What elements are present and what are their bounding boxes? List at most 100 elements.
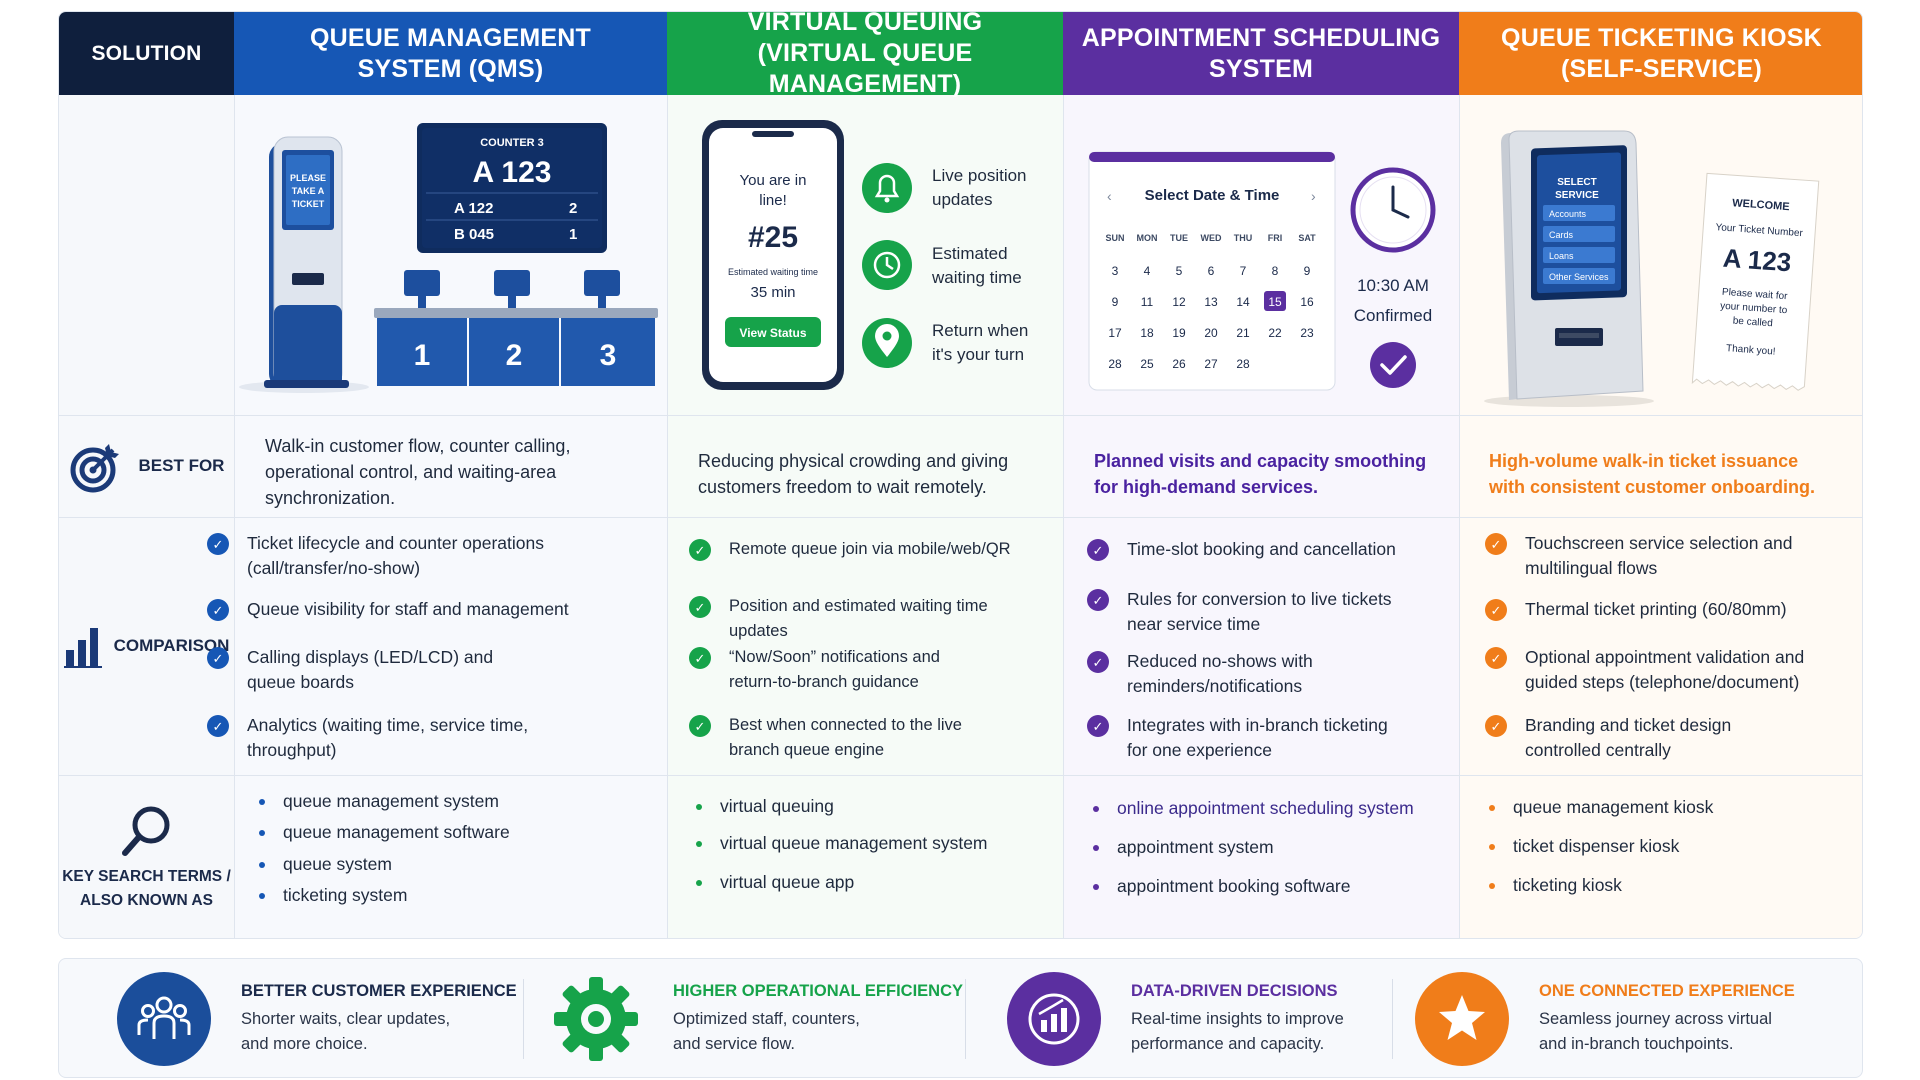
bullet-dot: [1489, 804, 1495, 811]
calendar-day[interactable]: 16: [1300, 295, 1314, 309]
comparison-text: Best when connected to the live branch qu…: [729, 716, 962, 759]
comparison-item: ✓ Touchscreen service selection and multil…: [1485, 531, 1805, 581]
row-label-search-terms: KEY SEARCH TERMS / ALSO KNOWN AS: [59, 775, 234, 938]
check-circle-icon: ✓: [689, 596, 711, 618]
bullet-dot: [259, 861, 265, 868]
calendar-day[interactable]: 13: [1204, 295, 1218, 309]
best-for-kiosk: High-volume walk-in ticket issuance with …: [1489, 451, 1816, 497]
svg-text:Please wait for: Please wait for: [1722, 287, 1789, 303]
best-for-qms: Walk-in customer flow, counter calling, o…: [265, 436, 571, 508]
header-qms: QUEUE MANAGEMENT SYSTEM (QMS): [234, 12, 667, 95]
bullet-dot: [1489, 843, 1495, 850]
calendar-day[interactable]: 27: [1204, 357, 1218, 371]
svg-text:›: ›: [1311, 188, 1316, 204]
calendar-day[interactable]: 4: [1144, 264, 1151, 278]
calendar-widget: ‹ › Select Date & Time SUN MON TUE WED THU FR…: [1088, 151, 1336, 391]
comparison-item: ✓ Thermal ticket printing (60/80mm): [1485, 597, 1805, 622]
check-circle-icon: ✓: [207, 599, 229, 621]
calendar-day[interactable]: 19: [1172, 326, 1186, 340]
check-circle-icon: ✓: [689, 539, 711, 561]
calendar-day[interactable]: 22: [1268, 326, 1282, 340]
svg-text:‹: ‹: [1107, 188, 1112, 204]
svg-text:Return when: Return when: [932, 321, 1028, 340]
calendar-day[interactable]: 9: [1112, 295, 1119, 309]
calendar-day[interactable]: 8: [1272, 264, 1279, 278]
calendar-day[interactable]: 12: [1172, 295, 1186, 309]
weekday-label: FRI: [1268, 233, 1283, 243]
bullet-dot: [1489, 882, 1495, 889]
check-circle-icon: ✓: [1485, 715, 1507, 737]
check-circle-icon: ✓: [1485, 647, 1507, 669]
benefit-connected-experience: ONE CONNECTED EXPERIENCE Seamless journe…: [1415, 959, 1795, 1079]
calendar-day[interactable]: 25: [1140, 357, 1154, 371]
calendar-day[interactable]: 17: [1108, 326, 1122, 340]
svg-text:You are in: You are in: [739, 172, 806, 189]
comparison-item: ✓ Optional appointment validation and guid…: [1485, 645, 1805, 695]
svg-text:35 min: 35 min: [750, 284, 795, 301]
svg-text:1: 1: [569, 226, 577, 243]
calendar-day[interactable]: 28: [1108, 357, 1122, 371]
comparison-item: ✓ “Now/Soon” notifications and return-to-b…: [689, 645, 1019, 695]
comparison-item: ✓ Position and estimated waiting time upd…: [689, 594, 1019, 644]
calendar-day[interactable]: 26: [1172, 357, 1186, 371]
svg-text:be called: be called: [1732, 316, 1773, 330]
svg-text:Other Services: Other Services: [1549, 272, 1609, 282]
calendar-day[interactable]: 15: [1268, 295, 1282, 309]
calendar-day[interactable]: 6: [1208, 264, 1215, 278]
svg-text:your number to: your number to: [1720, 301, 1788, 317]
weekday-label: SAT: [1298, 233, 1316, 243]
calendar-day[interactable]: 3: [1112, 264, 1119, 278]
calendar-day[interactable]: 5: [1176, 264, 1183, 278]
calendar-day[interactable]: 9: [1304, 264, 1311, 278]
svg-text:A 122: A 122: [454, 200, 493, 217]
weekday-label: THU: [1234, 233, 1253, 243]
calendar-day[interactable]: 21: [1236, 326, 1250, 340]
calendar-day[interactable]: 11: [1141, 295, 1154, 309]
header-appointment: APPOINTMENT SCHEDULING SYSTEM: [1063, 12, 1459, 95]
clock-icon: [1350, 167, 1436, 253]
best-for-virtual: Reducing physical crowding and giving cus…: [698, 451, 1009, 497]
appointment-illustration: ‹ › Select Date & Time SUN MON TUE WED THU FR…: [1088, 151, 1436, 391]
search-term: appointment booking software: [1093, 876, 1350, 897]
comparison-text: Reduced no-shows with reminders/notificat…: [1127, 651, 1313, 696]
bullet-dot: [696, 840, 702, 847]
benefit-customer-experience: BETTER CUSTOMER EXPERIENCE Shorter waits…: [117, 959, 517, 1079]
calendar-day[interactable]: 18: [1140, 326, 1154, 340]
weekday-label: WED: [1201, 233, 1222, 243]
weekday-label: SUN: [1105, 233, 1124, 243]
calendar-day[interactable]: 20: [1204, 326, 1218, 340]
svg-text:Estimated: Estimated: [932, 244, 1008, 263]
view-status-button[interactable]: [725, 317, 821, 347]
label-column-bg: [59, 95, 234, 938]
calendar-day[interactable]: 28: [1236, 357, 1250, 371]
check-circle-icon: ✓: [207, 647, 229, 669]
svg-text:WELCOME: WELCOME: [1732, 197, 1790, 213]
comparison-text: Ticket lifecycle and counter operations(…: [247, 533, 545, 578]
comparison-item: ✓ Integrates with in-branch ticketing for …: [1087, 713, 1407, 763]
bullet-dot: [1093, 805, 1099, 812]
clock-icon: [862, 240, 912, 290]
target-icon: [70, 444, 119, 493]
search-term: online appointment scheduling system: [1093, 798, 1414, 819]
check-circle-icon: ✓: [207, 715, 229, 737]
svg-text:A 123: A 123: [473, 156, 552, 189]
svg-text:Accounts: Accounts: [1549, 209, 1587, 219]
svg-text:Loans: Loans: [1549, 251, 1574, 261]
calendar-day[interactable]: 7: [1240, 264, 1247, 278]
benefit-data-driven: DATA-DRIVEN DECISIONS Real-time insights…: [1007, 959, 1344, 1079]
comparison-item: ✓ Reduced no-shows with reminders/notifica…: [1087, 649, 1407, 699]
search-icon: [121, 806, 169, 856]
calendar-day[interactable]: 23: [1300, 326, 1314, 340]
weekday-label: MON: [1137, 233, 1158, 243]
search-term: queue management software: [259, 822, 510, 843]
comparison-item: ✓ Remote queue join via mobile/web/QR: [689, 537, 1019, 562]
service-counters: 1 2 3: [374, 270, 658, 386]
svg-text:Select Date & Time: Select Date & Time: [1145, 187, 1280, 204]
best-for-appointment: Planned visits and capacity smoothing for…: [1094, 451, 1427, 497]
svg-text:3: 3: [600, 339, 617, 372]
comparison-item: ✓ Ticket lifecycle and counter operations…: [207, 531, 607, 581]
calendar-day[interactable]: 14: [1236, 295, 1250, 309]
search-term: virtual queuing: [696, 796, 834, 817]
comparison-text: Time-slot booking and cancellation: [1127, 539, 1396, 559]
people-icon: [117, 972, 211, 1066]
